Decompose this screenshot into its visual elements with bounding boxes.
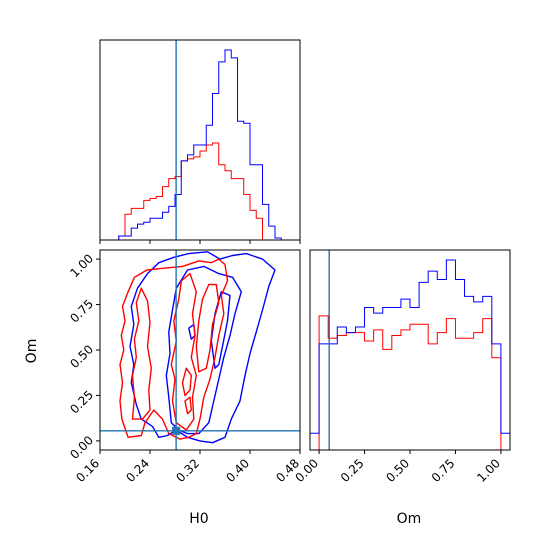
- contour-blue: [165, 265, 242, 435]
- om-x-tick-label: 0.00: [292, 456, 321, 485]
- x-axis-label-h0: H0: [189, 511, 208, 527]
- contour-red: [184, 396, 192, 415]
- joint-truth-marker: [172, 426, 181, 435]
- h0-histogram-frame: [99, 39, 301, 241]
- contour-red: [181, 367, 192, 397]
- om-y-tick-label: 1.00: [67, 251, 96, 280]
- contour-red: [170, 272, 197, 431]
- h0-om-contour-panel: 0.16 0.24 0.32 0.40 0.480.000.250.500.751.00: [67, 249, 302, 485]
- om-y-tick-label: 0.75: [67, 297, 96, 326]
- om-y-tick-label: 0.25: [67, 388, 96, 417]
- contour-blue: [210, 291, 231, 369]
- om-x-tick-label: 0.25: [338, 456, 367, 485]
- om-histogram-panel: 0.00 0.25 0.50 0.75 1.00: [292, 249, 511, 485]
- h0-histogram-red-series: [100, 142, 300, 241]
- om-histogram-frame: [309, 249, 511, 451]
- h0-histogram-blue-series: [100, 49, 300, 241]
- om-y-tick-label: 0.50: [67, 342, 96, 371]
- y-axis-label-om: Om: [24, 339, 40, 364]
- om-histogram-red-series: [310, 315, 510, 451]
- om-x-tick-label: 0.50: [383, 456, 412, 485]
- h0-tick-label: 0.32: [173, 456, 202, 485]
- h0-histogram-panel: [99, 39, 301, 244]
- x-axis-label-om: Om: [397, 511, 422, 527]
- om-x-tick-label: 0.75: [429, 456, 458, 485]
- h0-tick-label: 0.24: [123, 456, 152, 485]
- contour-blue: [129, 251, 276, 444]
- contour-red: [131, 287, 152, 420]
- joint-contour-group: [100, 250, 300, 450]
- contour-red: [195, 283, 220, 373]
- h0-tick-label: 0.40: [223, 456, 252, 485]
- om-histogram-blue-series: [309, 259, 511, 450]
- om-x-tick-label: 1.00: [474, 456, 503, 485]
